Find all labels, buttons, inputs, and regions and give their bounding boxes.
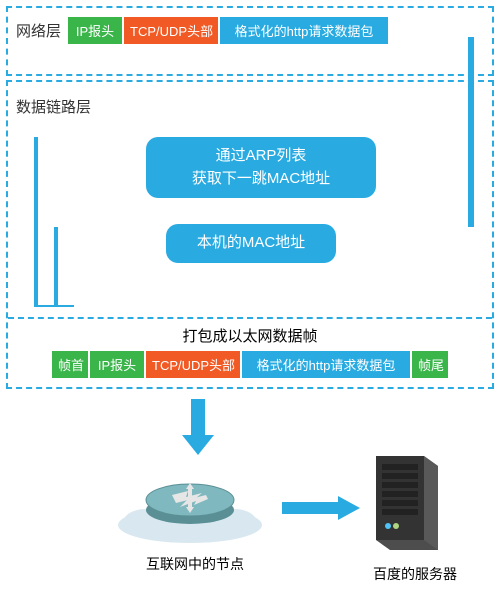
server-node: 百度的服务器 (360, 450, 470, 584)
router-node: 互联网中的节点 (110, 455, 280, 574)
network-layer-title: 网络层 (16, 20, 61, 41)
inner-dash-separator (8, 317, 492, 319)
arrow-right-to-server (282, 493, 362, 523)
seg-ip-header-1: IP报头 (67, 16, 123, 45)
server-label: 百度的服务器 (360, 564, 470, 584)
arrow-down-to-router (178, 399, 218, 457)
arp-bubble: 通过ARP列表 获取下一跳MAC地址 (146, 137, 376, 198)
arp-line1: 通过ARP列表 (216, 147, 307, 164)
network-layer-box: 网络层 IP报头 TCP/UDP头部 格式化的http请求数据包 (6, 6, 494, 76)
seg-http-payload-1: 格式化的http请求数据包 (219, 16, 389, 45)
arp-line2: 获取下一跳MAC地址 (192, 170, 330, 187)
payload-down-arrow-svg (458, 37, 484, 227)
seg-tcp-udp-2: TCP/UDP头部 (145, 350, 241, 379)
seg-ip-header-2: IP报头 (89, 350, 145, 379)
bottom-diagram: 互联网中的节点 百度的服务器 (0, 395, 500, 585)
seg-http-payload-2: 格式化的http请求数据包 (241, 350, 411, 379)
network-layer-row: 网络层 IP报头 TCP/UDP头部 格式化的http请求数据包 (16, 16, 484, 45)
datalink-layer-box: 数据链路层 通过ARP列表 获取下一跳MAC地址 本机的MAC地址 打包成以太网… (6, 80, 494, 389)
bracket-lines-svg (16, 137, 76, 307)
seg-frame-tail: 帧尾 (411, 350, 449, 379)
ethernet-frame-row: 帧首 IP报头 TCP/UDP头部 格式化的http请求数据包 帧尾 (16, 350, 484, 379)
local-mac-bubble: 本机的MAC地址 (166, 224, 336, 263)
pack-caption: 打包成以太网数据帧 (16, 325, 484, 346)
seg-frame-head: 帧首 (51, 350, 89, 379)
router-label: 互联网中的节点 (110, 554, 280, 574)
datalink-layer-title: 数据链路层 (16, 96, 484, 117)
seg-tcp-udp-1: TCP/UDP头部 (123, 16, 219, 45)
